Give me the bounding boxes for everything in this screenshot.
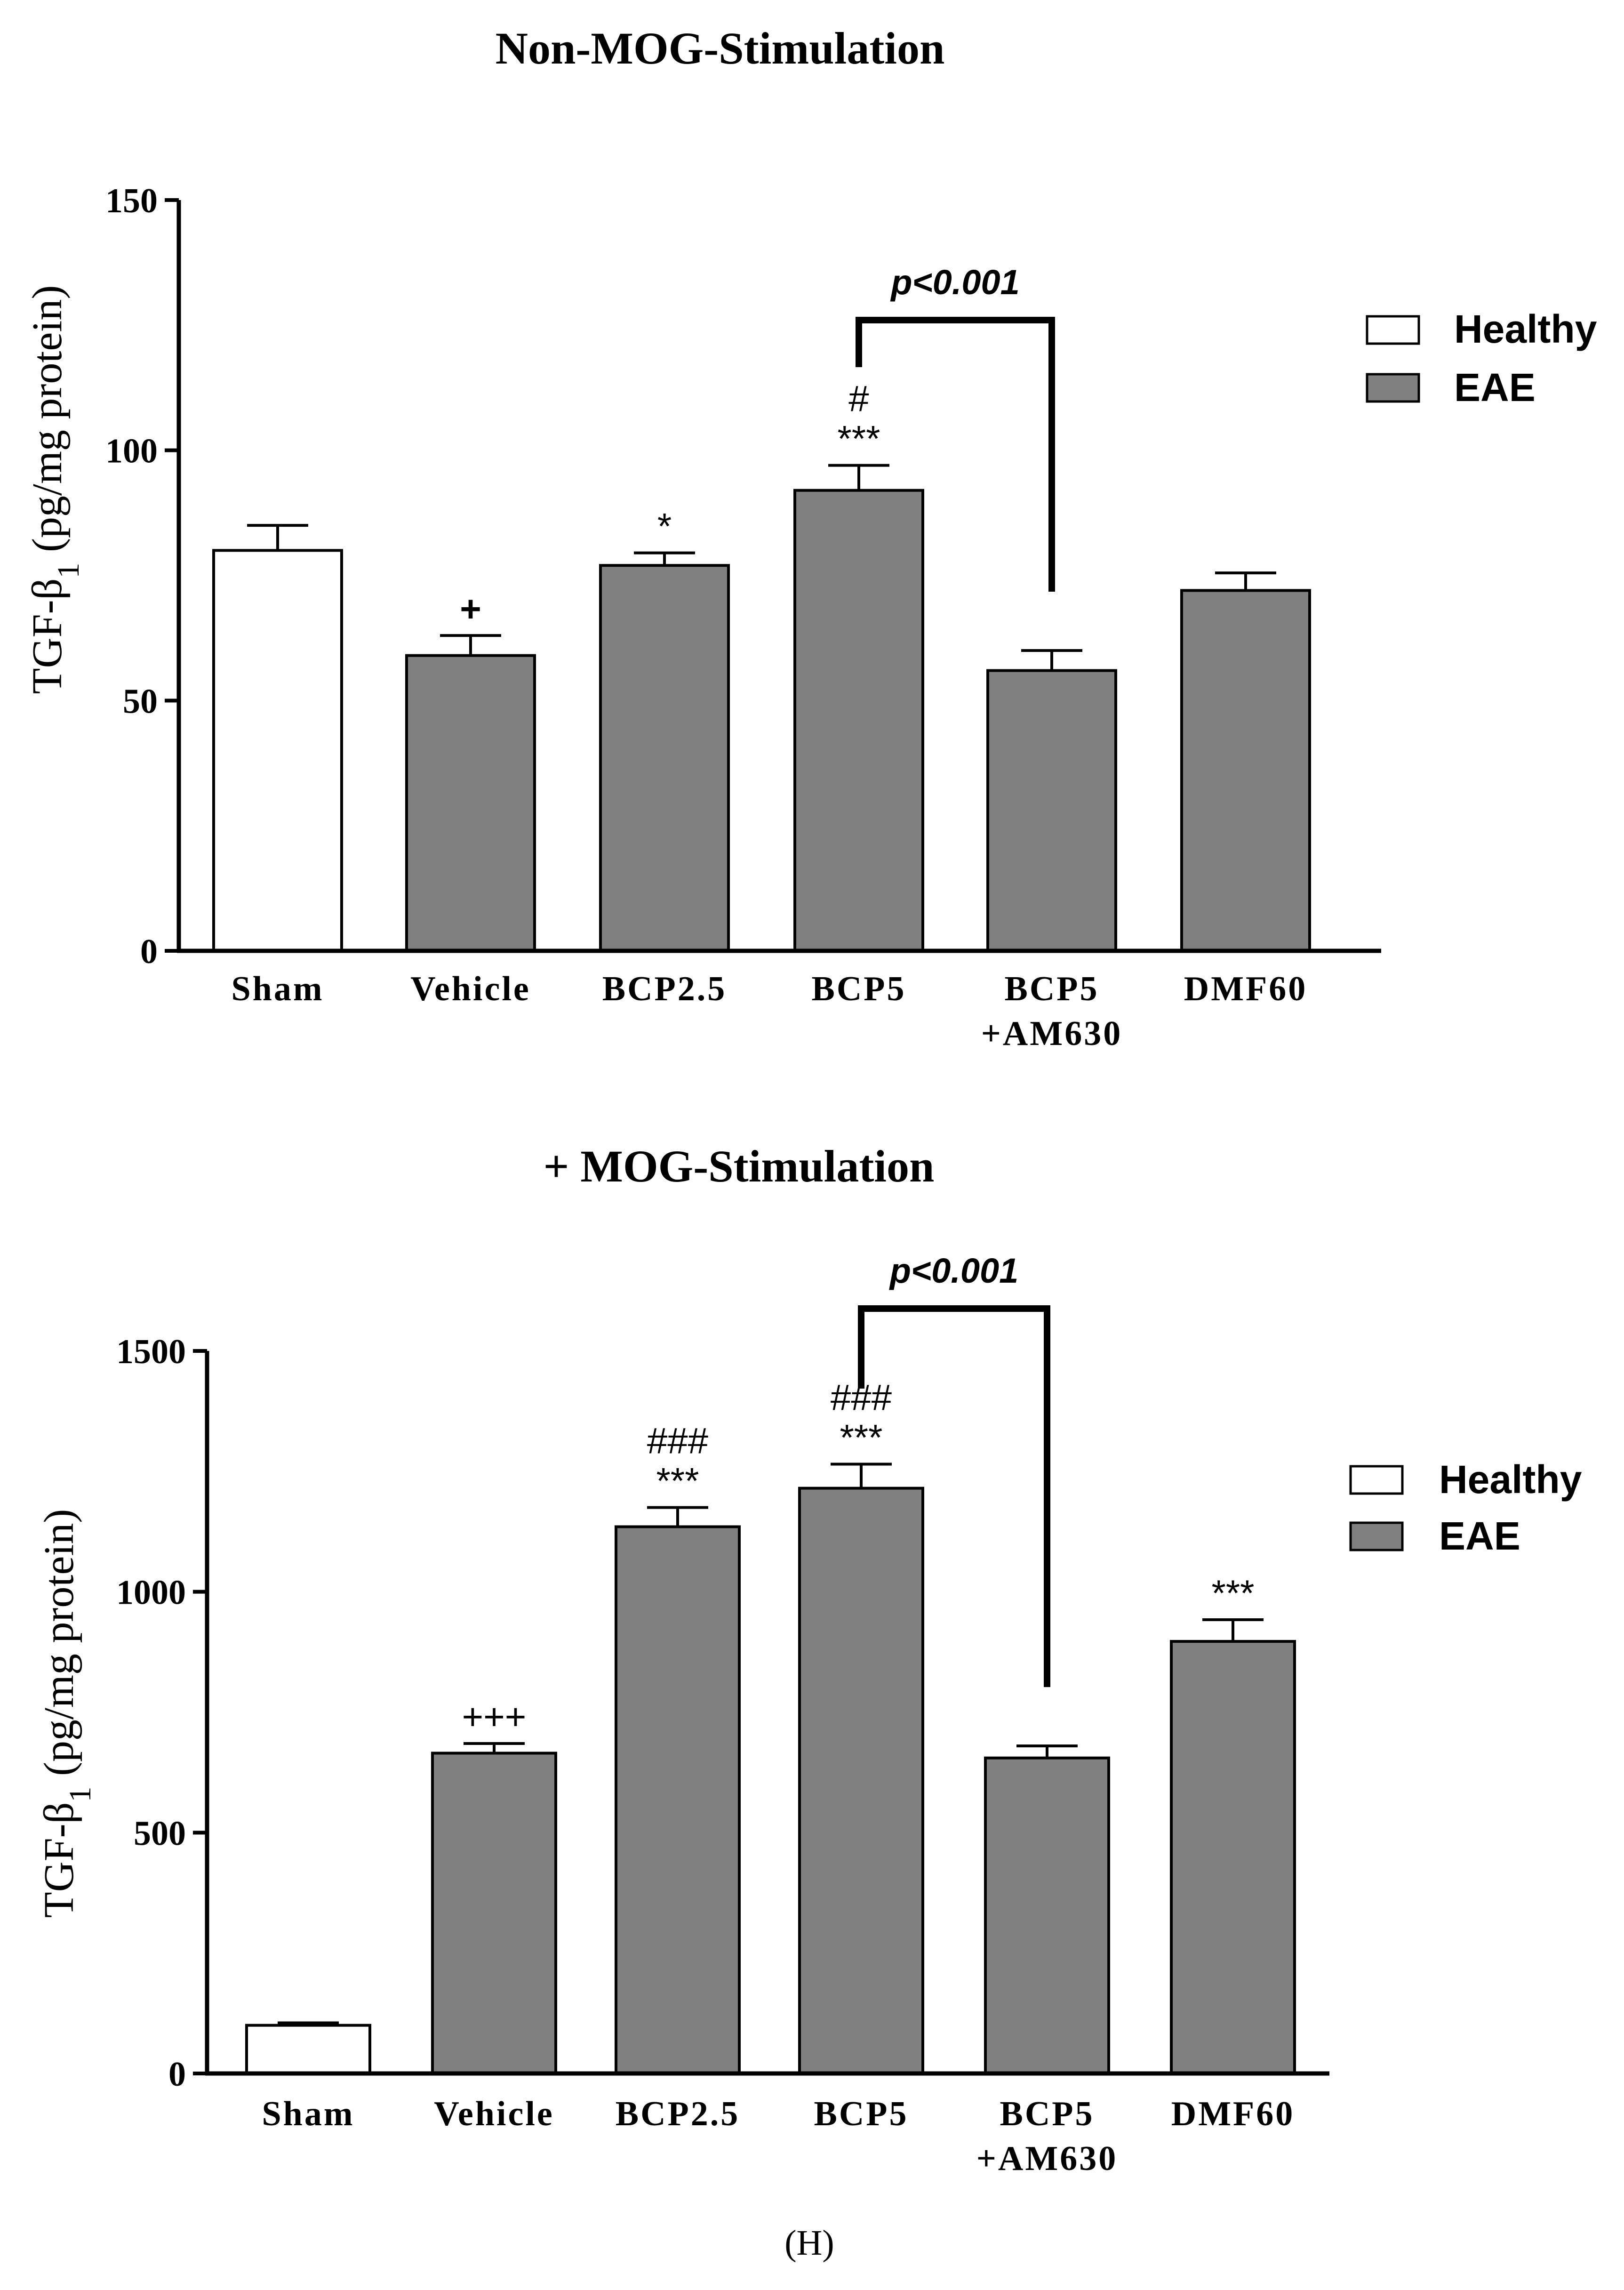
x-tick-label-1: Vehicle: [410, 970, 530, 1008]
legend-label-healthy: Healthy: [1454, 307, 1597, 351]
bar-4: [984, 1756, 1110, 2075]
bars: [212, 489, 1311, 953]
x-tick-label-line2-4: +AM630: [976, 2139, 1118, 2178]
bracket-line: [858, 1305, 1050, 1687]
legend-swatch-eae: [1349, 1521, 1404, 1551]
y-tick-label: 0: [140, 932, 158, 971]
bar-2: [599, 564, 730, 952]
error-bars: [247, 464, 1276, 671]
x-tick-label-3: BCP5: [812, 970, 906, 1008]
y-tick-label: 150: [105, 182, 158, 220]
significance-mark-1: +++: [462, 1696, 527, 1737]
significance-mark-3: ***: [840, 1416, 882, 1458]
y-tick-label: 500: [134, 1814, 186, 1853]
bracket-line: [856, 317, 1055, 592]
legend-label-eae: EAE: [1454, 365, 1536, 410]
x-tick-label-line2-4: +AM630: [981, 1014, 1122, 1053]
x-tick-label-4: BCP5: [1000, 2095, 1095, 2133]
significance-bracket: p<0.001: [856, 263, 1055, 592]
legend-swatch-healthy: [1366, 315, 1420, 345]
x-tick-label-5: DMF60: [1184, 970, 1308, 1008]
bar-2: [615, 1525, 741, 2075]
bar-5: [1180, 589, 1311, 952]
y-tick-label: 50: [123, 682, 158, 721]
bar-4: [986, 669, 1117, 952]
significance-mark-2: *: [657, 506, 672, 547]
y-axis-ticks: 0 500 1000 1500: [116, 1333, 207, 2094]
y-tick-label: 1500: [116, 1333, 186, 1371]
bracket-label: p<0.001: [890, 263, 1020, 302]
x-tick-label-1: Vehicle: [434, 2095, 554, 2133]
legend-swatch-healthy: [1349, 1465, 1404, 1495]
bar-3: [793, 489, 924, 952]
bar-3: [798, 1486, 924, 2075]
x-tick-label-2: BCP2.5: [616, 2095, 740, 2133]
chart-non-mog: Non-MOG-Stimulation TGF-β1 (pg/mg protei…: [24, 23, 1597, 1053]
x-tick-label-2: BCP2.5: [602, 970, 727, 1008]
y-axis-label: TGF-β1 (pg/mg protein): [36, 1509, 97, 1918]
y-tick-label: 1000: [116, 1574, 186, 1612]
bar-0: [245, 2024, 371, 2075]
legend: Healthy EAE: [1349, 1457, 1582, 1558]
x-tick-label-4: BCP5: [1005, 970, 1099, 1008]
y-tick-label: 0: [168, 2055, 186, 2094]
significance-mark-1: +: [460, 588, 481, 629]
significance-mark-3: ***: [837, 418, 880, 459]
significance-marks: +****#: [460, 378, 880, 630]
legend-swatch-eae: [1366, 373, 1420, 403]
significance-mark-2: ***: [656, 1460, 699, 1502]
error-bars: [278, 1462, 1264, 2025]
significance-mark-5: ***: [1211, 1572, 1254, 1614]
legend-label-healthy: Healthy: [1439, 1457, 1582, 1502]
bar-5: [1170, 1640, 1296, 2075]
bar-1: [431, 1752, 557, 2075]
legend-label-eae: EAE: [1439, 1514, 1520, 1558]
x-tick-label-3: BCP5: [814, 2095, 909, 2133]
y-tick-label: 100: [105, 432, 158, 471]
x-tick-label-0: Sham: [262, 2095, 355, 2133]
significance-mark-upper-3: #: [848, 378, 869, 419]
bar-1: [405, 654, 536, 952]
bracket-label: p<0.001: [889, 1251, 1019, 1290]
legend: Healthy EAE: [1366, 307, 1597, 410]
significance-bracket: p<0.001: [858, 1251, 1050, 1687]
x-axis-categories: Sham Vehicle BCP2.5 BCP5 BCP5 +AM630 DMF60: [232, 970, 1308, 1053]
chart-mog: + MOG-Stimulation TGF-β1 (pg/mg protein)…: [36, 1141, 1582, 2178]
bars: [245, 1486, 1296, 2075]
y-axis-ticks: 0 50 100 150: [105, 182, 179, 971]
significance-mark-upper-2: ###: [647, 1420, 708, 1462]
bar-0: [212, 549, 343, 953]
figure-panel-label: (H): [784, 2223, 834, 2263]
x-tick-label-0: Sham: [232, 970, 324, 1008]
chart-title: + MOG-Stimulation: [544, 1141, 935, 1191]
chart-title: Non-MOG-Stimulation: [496, 23, 945, 73]
x-tick-label-5: DMF60: [1171, 2095, 1295, 2133]
y-axis-label: TGF-β1 (pg/mg protein): [24, 285, 86, 694]
x-axis-categories: Sham Vehicle BCP2.5 BCP5 BCP5 +AM630 DMF60: [262, 2095, 1295, 2178]
